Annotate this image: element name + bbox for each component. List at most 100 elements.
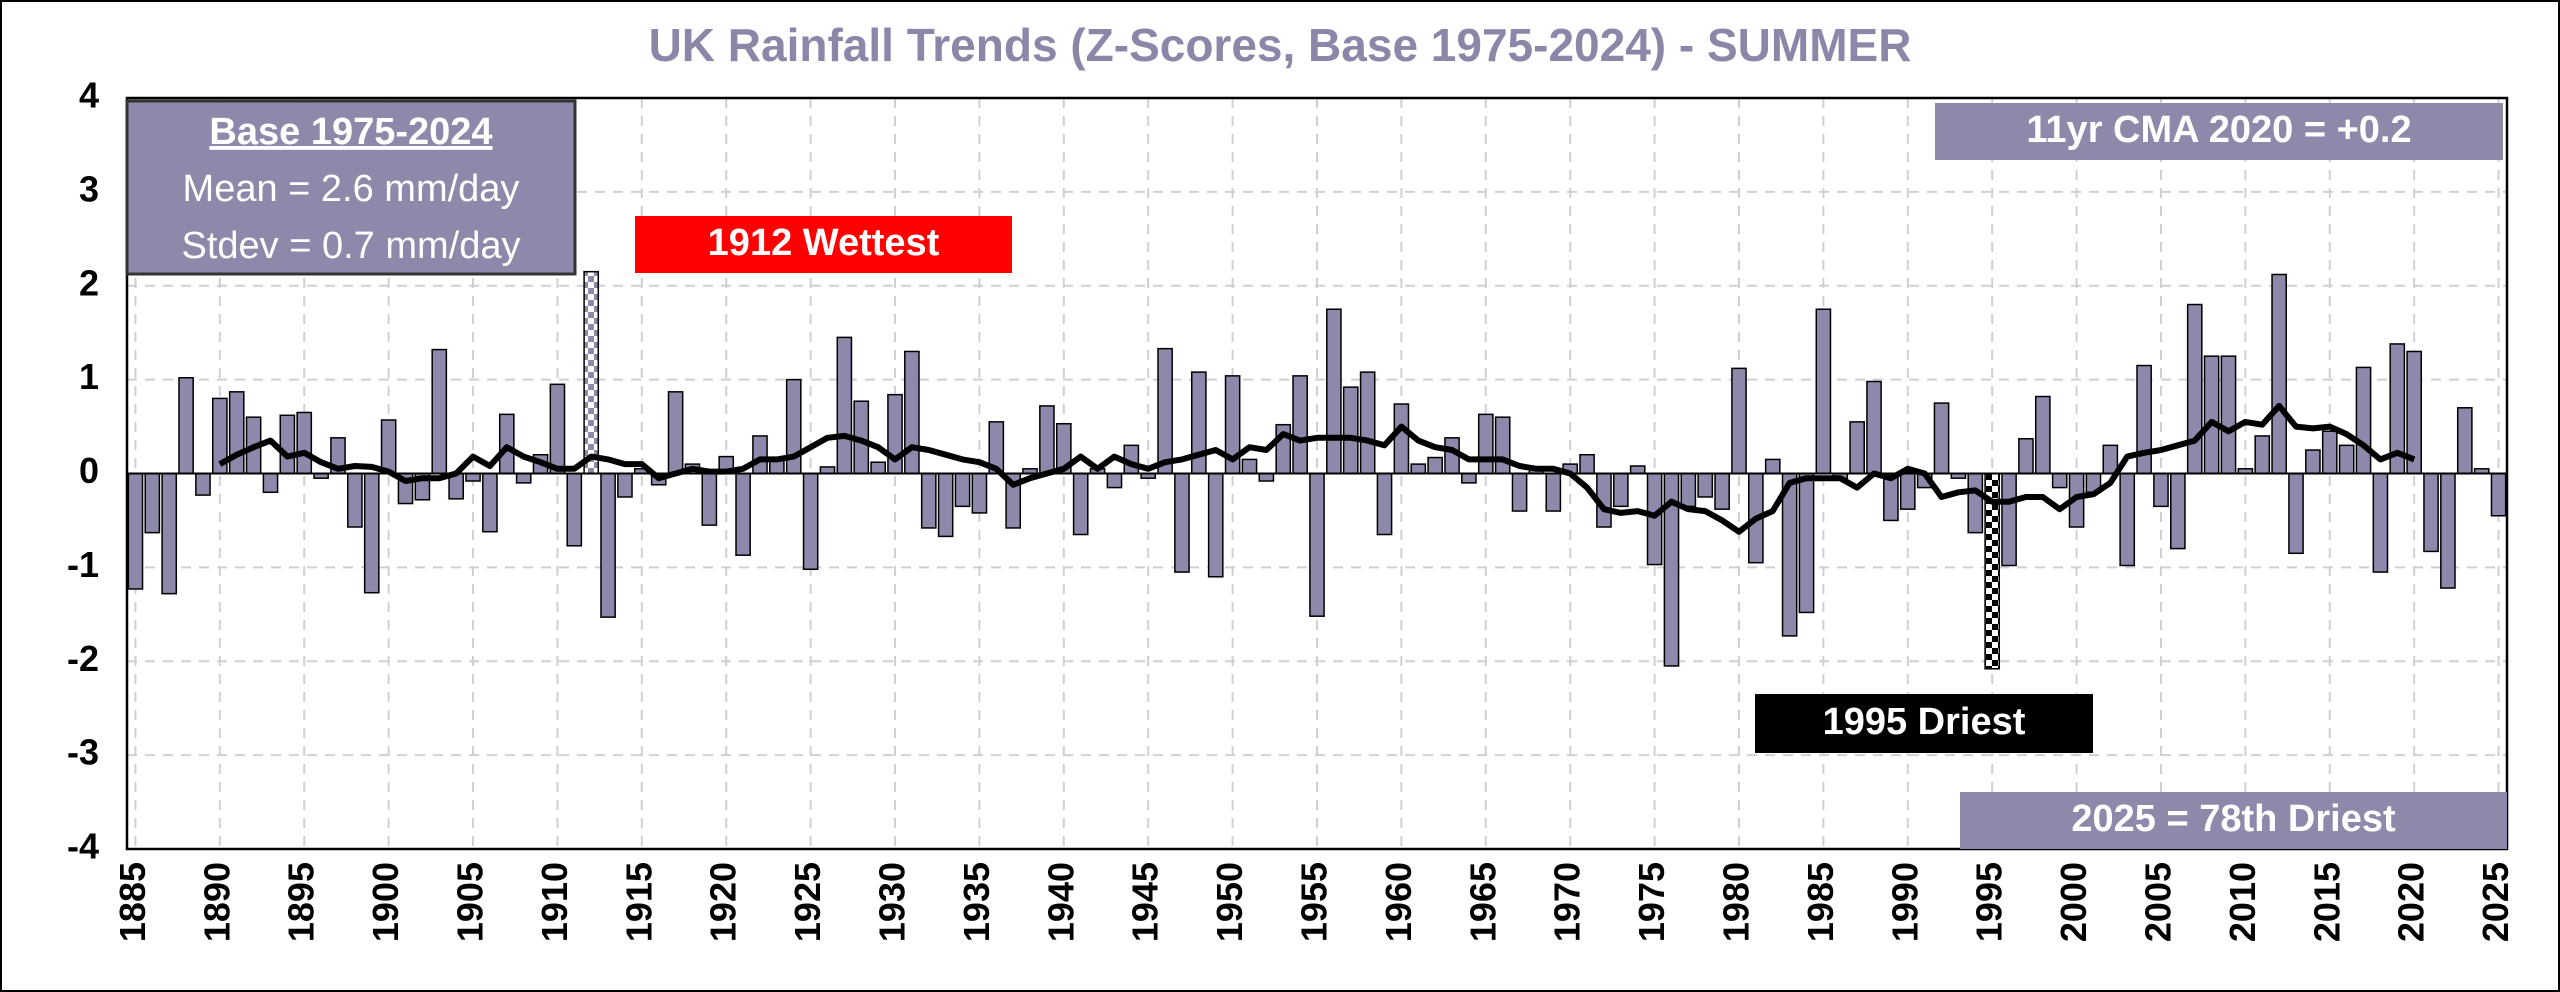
bar xyxy=(2321,430,2338,475)
bar xyxy=(2490,472,2507,517)
bar xyxy=(1292,375,1308,475)
bar xyxy=(1427,456,1443,475)
bar xyxy=(1039,405,1055,475)
bar xyxy=(701,472,718,526)
bar xyxy=(2271,273,2287,475)
bar xyxy=(2288,472,2304,555)
y-tick-label: -3 xyxy=(67,732,99,773)
bar xyxy=(1174,472,1190,573)
annotation-text: 1912 Wettest xyxy=(708,222,940,264)
bar xyxy=(2034,395,2051,475)
x-tick-label: 2025 xyxy=(2475,862,2516,942)
y-tick-label: -1 xyxy=(67,544,99,585)
x-tick-label: 1990 xyxy=(1884,862,1925,942)
bar xyxy=(1258,472,1275,482)
bar xyxy=(2456,407,2473,475)
bar xyxy=(1494,416,1511,475)
bar xyxy=(802,472,819,571)
x-tick-label: 1915 xyxy=(618,862,659,942)
chart-title: UK Rainfall Trends (Z-Scores, Base 1975-… xyxy=(649,19,1912,71)
bar xyxy=(1207,472,1224,578)
bar xyxy=(1393,403,1410,475)
y-tick-label: -4 xyxy=(67,826,99,867)
plot-frame xyxy=(125,96,2509,851)
bar xyxy=(1731,367,1747,475)
bar xyxy=(1342,386,1359,475)
bar xyxy=(2051,472,2068,489)
bar xyxy=(2305,449,2321,475)
bar xyxy=(904,350,920,475)
annotation-box xyxy=(125,99,577,276)
bar xyxy=(2153,472,2169,508)
y-tick-label: 2 xyxy=(79,262,99,303)
bar xyxy=(515,472,532,484)
x-tick-label: 1945 xyxy=(1125,862,1166,942)
x-tick-label: 2020 xyxy=(2391,862,2432,942)
x-tick-label: 1940 xyxy=(1040,862,1081,942)
bar xyxy=(2220,355,2237,475)
bar xyxy=(1410,463,1427,475)
bar xyxy=(2102,444,2119,475)
x-tick-label: 1925 xyxy=(787,862,828,942)
bar xyxy=(1326,308,1342,475)
x-tick-label: 1910 xyxy=(534,862,575,942)
bar xyxy=(1612,472,1629,508)
x-tick-label: 1930 xyxy=(872,862,913,942)
bar xyxy=(735,472,751,556)
bar xyxy=(870,461,886,475)
bar xyxy=(1461,472,1477,484)
bar xyxy=(2338,444,2355,475)
x-tick-label: 1970 xyxy=(1547,862,1588,942)
x-tick-label: 1950 xyxy=(1209,862,1250,942)
bar xyxy=(1899,472,1916,510)
bar xyxy=(1477,413,1494,475)
bar xyxy=(1714,472,1730,510)
x-tick-label: 1965 xyxy=(1462,862,1503,942)
x-tick-label: 1995 xyxy=(1969,862,2010,942)
annotation-text: 1995 Driest xyxy=(1823,701,2026,743)
bar xyxy=(1157,347,1173,475)
y-tick-label: 4 xyxy=(79,75,99,116)
bar xyxy=(380,419,397,475)
x-tick-label: 1905 xyxy=(450,862,491,942)
bar xyxy=(465,472,481,482)
y-tick-label: 0 xyxy=(79,450,99,491)
bar xyxy=(228,391,245,475)
x-tick-label: 2005 xyxy=(2137,862,2178,942)
bar xyxy=(1646,472,1663,566)
bar xyxy=(600,472,616,618)
x-tick-label: 1980 xyxy=(1716,862,1757,942)
bar xyxy=(1798,472,1815,614)
bar xyxy=(178,376,194,475)
x-tick-label: 1955 xyxy=(1294,862,1335,942)
bar xyxy=(482,472,498,533)
bar xyxy=(2355,366,2372,475)
bar xyxy=(617,472,633,498)
bar xyxy=(1967,472,1984,534)
bar xyxy=(347,472,363,528)
bar xyxy=(2001,472,2017,567)
annotation-text: Stdev = 0.7 mm/day xyxy=(182,225,521,267)
annotation-box xyxy=(635,216,1012,273)
bar xyxy=(1545,472,1562,512)
bar xyxy=(1815,308,1832,475)
annotation-box xyxy=(1960,792,2507,849)
x-tick-label: 1885 xyxy=(112,862,153,942)
annotation-text: Base 1975-2024 xyxy=(209,111,492,153)
x-tick-label: 1890 xyxy=(196,862,237,942)
bar xyxy=(161,472,178,595)
bar xyxy=(1629,465,1646,475)
bar xyxy=(1241,458,1258,475)
bar xyxy=(1579,453,1595,475)
bar xyxy=(2372,472,2389,573)
bar xyxy=(836,336,853,475)
bar xyxy=(1376,472,1393,536)
bar xyxy=(498,413,515,475)
annotation-box xyxy=(1935,103,2503,160)
bar xyxy=(1106,472,1123,489)
bar xyxy=(1359,371,1376,475)
bar xyxy=(1511,472,1528,512)
bar xyxy=(1866,380,1882,475)
bar xyxy=(296,411,313,475)
